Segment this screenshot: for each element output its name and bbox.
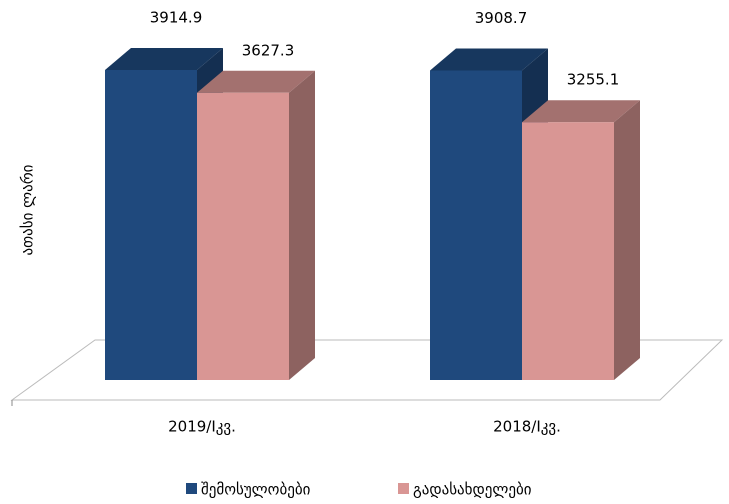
- y-axis-label: ათასი ლარი: [19, 164, 37, 255]
- bar: [197, 92, 289, 381]
- bar-side: [289, 70, 315, 381]
- bar-side: [614, 100, 640, 380]
- data-label: 3627.3: [242, 41, 295, 59]
- x-tick-label: 2018/Iკვ.: [493, 418, 561, 436]
- bar: [430, 70, 522, 381]
- data-label: 3914.9: [150, 9, 203, 27]
- bar-top: [105, 48, 223, 70]
- legend-label: შემოსულობები: [201, 481, 311, 499]
- legend-swatch: [186, 483, 197, 494]
- floor: [10, 339, 724, 401]
- bar: [105, 70, 197, 380]
- bar-top: [522, 100, 640, 123]
- legend-swatch: [398, 483, 409, 494]
- x-tick-label: 2019/Iკვ.: [168, 418, 236, 436]
- data-label: 3255.1: [567, 71, 620, 89]
- legend-label: გადასახდელები: [413, 481, 532, 499]
- bar-top: [197, 70, 315, 93]
- data-label: 3908.7: [475, 9, 528, 27]
- bar-top: [430, 48, 548, 71]
- bar: [522, 122, 614, 380]
